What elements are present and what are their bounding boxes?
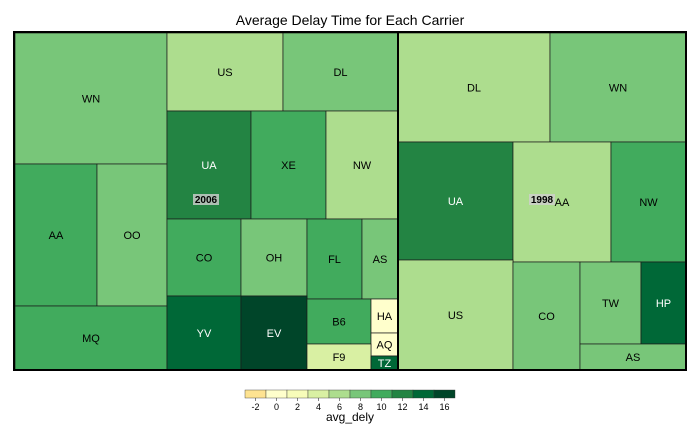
tile-label-2006-f9: F9 (333, 352, 346, 364)
legend-swatch (244, 389, 267, 399)
tile-label-1998-wn: WN (609, 83, 627, 95)
group-label-2006: 2006 (195, 195, 218, 206)
tile-2006-f9 (306, 343, 372, 371)
tile-2006-ev (240, 295, 308, 371)
group-border-1998 (397, 31, 687, 371)
tile-label-2006-ua: UA (201, 160, 217, 172)
legend-swatch (307, 389, 330, 399)
tile-label-1998-aa: AA (555, 197, 570, 209)
legend-swatch (370, 389, 393, 399)
tile-1998-as (579, 343, 687, 371)
tile-1998-nw (610, 141, 687, 263)
legend-tick-label: 10 (376, 402, 386, 412)
legend-tick-label: 2 (295, 402, 300, 412)
tile-label-1998-co: CO (538, 311, 555, 323)
legend-swatch (391, 389, 414, 399)
legend-tick-label: 16 (439, 402, 449, 412)
tile-label-1998-nw: NW (639, 197, 658, 209)
legend-tick-label: 0 (274, 402, 279, 412)
legend-tick-label: 12 (397, 402, 407, 412)
legend-tick-label: 14 (418, 402, 428, 412)
legend-swatches (244, 389, 456, 399)
color-legend: -2 0 2 4 6 8 10 12 14 16 avg_dely (244, 389, 456, 424)
tile-label-2006-us: US (217, 67, 232, 79)
group-labels: 2006 1998 (193, 194, 555, 206)
tile-label-2006-xe: XE (281, 160, 296, 172)
tile-2006-mq (14, 305, 168, 371)
tile-label-1998-ua: UA (448, 196, 464, 208)
tile-1998-us (397, 259, 514, 371)
legend-tick-label: 4 (316, 402, 321, 412)
group-label-bg-1998 (529, 194, 555, 205)
tile-1998-dl (397, 32, 551, 143)
tile-label-2006-dl: DL (333, 67, 347, 79)
tile-label-2006-as: AS (373, 254, 388, 266)
tile-2006-aa (14, 163, 98, 307)
legend-ticks: -2 0 2 4 6 8 10 12 14 16 (251, 398, 450, 412)
tile-1998-wn (549, 32, 687, 143)
tile-label-2006-aa: AA (49, 230, 64, 242)
legend-title: avg_dely (326, 410, 374, 424)
tile-2006-wn (14, 32, 168, 165)
tile-2006-ha (370, 298, 399, 334)
tile-label-1998-hp: HP (656, 298, 671, 310)
legend-swatch (265, 389, 288, 399)
tile-label-2006-oo: OO (123, 230, 141, 242)
tile-1998-tw (579, 261, 642, 345)
tile-2006-oo (96, 163, 168, 307)
legend-swatch (328, 389, 351, 399)
tile-label-2006-fl: FL (328, 254, 341, 266)
tile-label-1998-tw: TW (602, 298, 620, 310)
tile-label-2006-ev: EV (267, 328, 282, 340)
tile-label-2006-co: CO (196, 253, 213, 265)
chart-title: Average Delay Time for Each Carrier (236, 12, 465, 28)
legend-swatch (349, 389, 372, 399)
tile-label-2006-ha: HA (377, 311, 393, 323)
tile-2006-fl (306, 218, 363, 300)
legend-tick-label: 8 (358, 402, 363, 412)
tile-1998-co (512, 261, 581, 371)
tile-2006-co (166, 218, 242, 297)
legend-tick-label: 6 (337, 402, 342, 412)
treemap-tiles: WN AA OO MQ US DL UA XE NW CO OH FL AS YV EV B6 HA AQ F9 TZ… (14, 32, 687, 371)
tile-2006-dl (282, 32, 399, 112)
tile-2006-yv (166, 295, 242, 371)
tile-2006-us (166, 32, 284, 112)
group-label-1998: 1998 (531, 195, 554, 206)
tile-1998-hp (640, 261, 687, 345)
tile-label-2006-wn: WN (82, 94, 100, 106)
tile-1998-ua (397, 141, 514, 261)
tile-label-2006-yv: YV (197, 328, 212, 340)
legend-swatch (286, 389, 309, 399)
tile-label-2006-mq: MQ (82, 333, 100, 345)
tile-label-2006-aq: AQ (377, 340, 393, 352)
tile-label-1998-as: AS (626, 352, 641, 364)
tile-2006-b6 (306, 298, 372, 345)
group-label-bg-2006 (193, 194, 219, 205)
tile-label-1998-us: US (448, 310, 463, 322)
group-borders (13, 31, 687, 371)
tile-label-2006-nw: NW (353, 160, 372, 172)
legend-swatch (412, 389, 435, 399)
legend-tick-label: -2 (251, 402, 259, 412)
tile-label-1998-dl: DL (467, 83, 481, 95)
tile-label-2006-oh: OH (266, 253, 283, 265)
tile-2006-xe (250, 110, 327, 220)
tile-label-2006-tz: TZ (378, 358, 392, 370)
legend-swatch (433, 389, 456, 399)
tile-label-2006-b6: B6 (332, 317, 345, 329)
